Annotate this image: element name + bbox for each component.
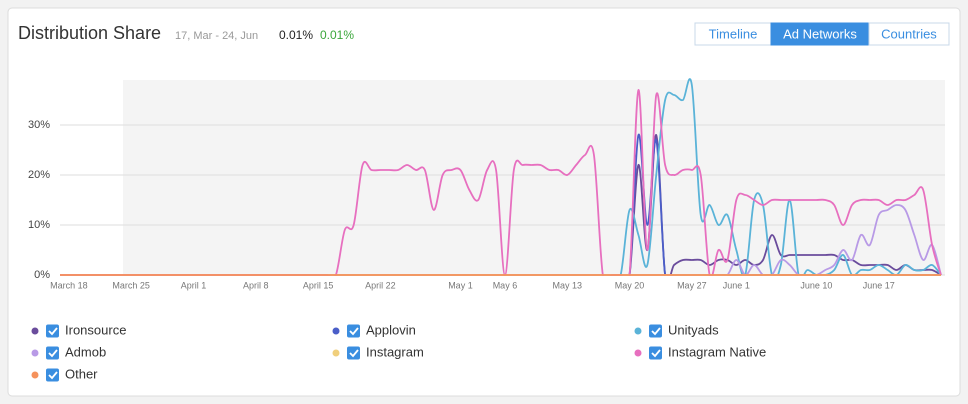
legend: Ironsource Applovin Unityads Admob Instagram…: [31, 322, 766, 382]
plot-background: [123, 80, 945, 275]
x-tick-label: March 25: [112, 280, 150, 290]
legend-label[interactable]: Admob: [65, 344, 106, 359]
x-tick-label: April 1: [181, 280, 207, 290]
tab-group: Timeline Ad Networks Countries: [694, 22, 950, 46]
y-tick-label: 20%: [28, 169, 50, 181]
share-value: 0.01%: [279, 28, 313, 42]
tab-button[interactable]: [868, 22, 950, 46]
legend-checkbox[interactable]: [347, 324, 360, 338]
x-tick-label: June 17: [863, 280, 895, 290]
checkbox-check: [349, 327, 359, 336]
x-tick-label: April 15: [303, 280, 334, 290]
x-tick-label: June 10: [800, 280, 832, 290]
legend-dot: [332, 349, 340, 357]
checkbox-check: [48, 327, 58, 336]
plot: 0% 10% 20% 30% March 18 March 25 April 1 April …: [28, 78, 945, 290]
y-tick-label: 30%: [28, 119, 50, 131]
x-tick-label: May 6: [493, 280, 518, 290]
legend-dot: [634, 327, 642, 335]
x-tick-label: June 1: [723, 280, 750, 290]
y-tick-label: 10%: [28, 219, 50, 231]
legend-label[interactable]: Applovin: [366, 322, 416, 337]
share-change: 0.01%: [320, 28, 354, 42]
x-tick-label: May 20: [615, 280, 645, 290]
legend-label[interactable]: Instagram: [366, 344, 424, 359]
tab-label[interactable]: Timeline: [709, 26, 758, 41]
legend-dot: [31, 371, 39, 379]
checkbox-check: [48, 371, 58, 380]
legend-checkbox[interactable]: [46, 324, 59, 338]
legend-checkbox[interactable]: [347, 346, 360, 360]
legend-label[interactable]: Unityads: [668, 322, 719, 337]
x-tick-label: March 18: [50, 280, 88, 290]
legend-dot: [332, 327, 340, 335]
checkbox-check: [651, 349, 661, 358]
x-tick-label: April 8: [243, 280, 269, 290]
x-tick-label: May 27: [677, 280, 707, 290]
legend-dot: [31, 349, 39, 357]
tab-label[interactable]: Ad Networks: [783, 26, 857, 41]
x-tick-label: April 22: [365, 280, 396, 290]
legend-checkbox[interactable]: [46, 346, 59, 360]
checkbox-check: [651, 327, 661, 336]
legend-label[interactable]: Ironsource: [65, 322, 126, 337]
legend-label[interactable]: Instagram Native: [668, 344, 766, 359]
x-tick-label: May 13: [552, 280, 582, 290]
y-tick-label: 0%: [34, 269, 50, 281]
checkbox-check: [48, 349, 58, 358]
date-range: 17, Mar - 24, Jun: [175, 30, 258, 42]
legend-checkbox[interactable]: [649, 324, 662, 338]
legend-dot: [31, 327, 39, 335]
legend-dot: [634, 349, 642, 357]
checkbox-check: [349, 349, 359, 358]
legend-label[interactable]: Other: [65, 366, 98, 381]
legend-checkbox[interactable]: [46, 368, 59, 382]
x-tick-label: May 1: [448, 280, 473, 290]
widget-title: Distribution Share: [18, 23, 161, 43]
tab-label[interactable]: Countries: [881, 26, 937, 41]
legend-checkbox[interactable]: [649, 346, 662, 360]
